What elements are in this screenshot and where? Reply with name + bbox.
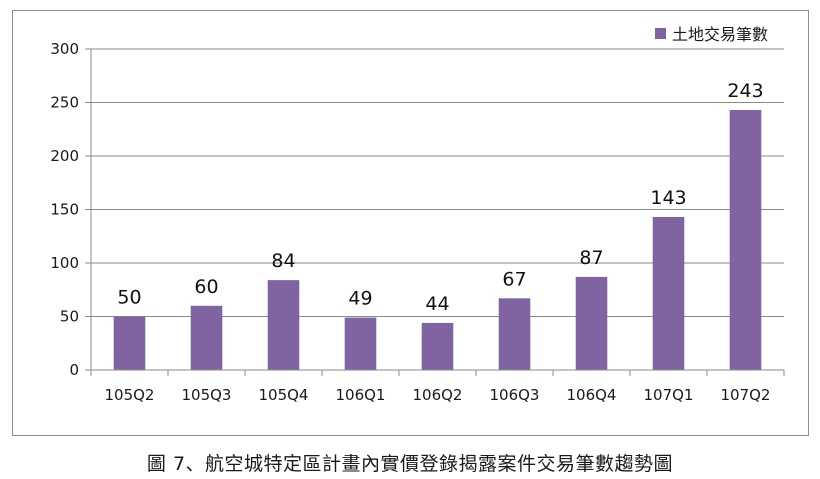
bar-105Q4 xyxy=(267,280,300,370)
y-axis-ticks: 0 50 100 150 200 250 300 xyxy=(50,40,91,379)
y-tick-label: 50 xyxy=(60,308,79,326)
bar-105Q2 xyxy=(113,316,146,370)
y-tick-label: 100 xyxy=(50,254,79,272)
data-label-105Q3: 60 xyxy=(194,276,218,298)
data-label-106Q3: 67 xyxy=(502,268,526,290)
x-tick-label-106Q2: 106Q2 xyxy=(413,386,463,404)
data-label-106Q4: 87 xyxy=(579,247,603,269)
bar-107Q2 xyxy=(729,109,762,371)
x-tick-label-105Q2: 105Q2 xyxy=(105,386,155,404)
data-label-106Q1: 49 xyxy=(348,288,372,310)
x-tick-label-105Q4: 105Q4 xyxy=(259,386,309,404)
y-tick-label: 150 xyxy=(50,201,79,219)
x-tick-label-106Q4: 106Q4 xyxy=(567,386,617,404)
legend-swatch xyxy=(655,28,666,39)
y-tick-label: 200 xyxy=(50,147,79,165)
data-label-105Q2: 50 xyxy=(117,287,141,309)
figure-caption: 圖 7、航空城特定區計畫內實價登錄揭露案件交易筆數趨勢圖 xyxy=(146,453,674,475)
bar-106Q2 xyxy=(421,322,454,370)
y-tick-label: 0 xyxy=(69,361,79,379)
legend-label: 土地交易筆數 xyxy=(672,25,768,44)
data-label-106Q2: 44 xyxy=(425,293,449,315)
data-labels: 50 60 84 49 44 67 87 143 243 xyxy=(117,80,763,315)
bar-106Q4 xyxy=(575,276,608,370)
x-tick-label-105Q3: 105Q3 xyxy=(182,386,232,404)
bars xyxy=(113,109,762,371)
bar-106Q3 xyxy=(498,298,531,370)
x-tick-label-106Q1: 106Q1 xyxy=(336,386,386,404)
y-tick-label: 300 xyxy=(50,40,79,58)
y-tick-label: 250 xyxy=(50,94,79,112)
bar-107Q1 xyxy=(652,216,685,370)
data-label-107Q1: 143 xyxy=(650,187,686,209)
bar-105Q3 xyxy=(190,305,223,370)
axes xyxy=(90,49,784,371)
legend: 土地交易筆數 xyxy=(655,25,768,44)
data-label-107Q2: 243 xyxy=(727,80,763,102)
x-tick-label-106Q3: 106Q3 xyxy=(490,386,540,404)
bar-106Q1 xyxy=(344,317,377,370)
x-tick-label-107Q1: 107Q1 xyxy=(644,386,694,404)
data-label-105Q4: 84 xyxy=(271,250,295,272)
x-tick-label-107Q2: 107Q2 xyxy=(721,386,771,404)
x-axis-ticks: 105Q2 105Q3 105Q4 106Q1 106Q2 106Q3 106Q4 107Q1… xyxy=(90,370,785,404)
